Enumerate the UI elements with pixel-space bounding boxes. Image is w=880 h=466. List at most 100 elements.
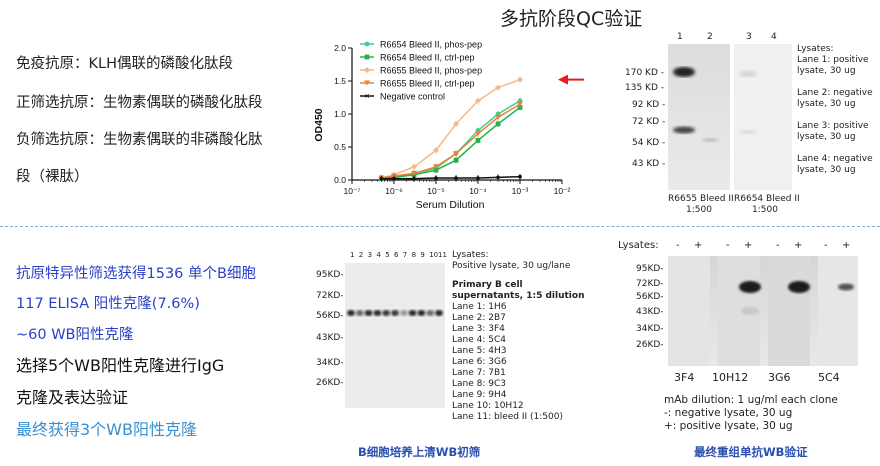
chart-x-tick-label: 10⁻⁷ (343, 186, 360, 196)
blot2-marker: 26KD- (316, 378, 344, 388)
chart-legend-label: R6654 Bleed II, phos-pep (380, 40, 482, 50)
blot2-lane-number: 7 (402, 251, 408, 259)
immunogen-text: 免疫抗原：KLH偶联的磷酸化肽段 (16, 56, 233, 72)
blot2-lane-legend-item: Lane 9: 9H4 (452, 390, 507, 400)
blot2-band (391, 310, 399, 316)
blot3-lysate-sign: - (776, 240, 780, 251)
blot3-marker: 26KD- (636, 340, 664, 350)
chart-x-tick-label: 10⁻⁶ (385, 186, 402, 196)
blot3-membrane (668, 256, 858, 366)
blot2-lane-legend-item: Lane 3: 3F4 (452, 324, 505, 334)
blot1-lane-label: 2 (707, 32, 713, 42)
blot2-lane-legend-item: Lane 6: 3G6 (452, 357, 507, 367)
blot3-lysate-sign: - (824, 240, 828, 251)
chart-highlight-arrowhead (558, 74, 568, 85)
negative-screen-text-cont: 段（裸肽） (16, 169, 89, 185)
blot2-caption: B细胞培养上清WB初筛 (358, 445, 481, 459)
chart-axes: 10⁻⁷ 10⁻⁶ 10⁻⁵ 10⁻⁴ 10⁻³ 10⁻² 0.0 0.5 1.0 1.5 2.0 (334, 43, 570, 196)
blot2-lane-numbers: 1 2 3 4 5 6 7 8 9 10 11 (350, 250, 450, 262)
blot1-lane-label: 4 (771, 32, 777, 42)
blot2-band (373, 310, 382, 316)
blot2-marker: 43KD- (316, 333, 344, 343)
blot2-band (364, 310, 373, 316)
blot2-lane-legend-item: Lane 4: 5C4 (452, 335, 506, 345)
chart-series-line (381, 78, 521, 179)
chart-legend-label: R6654 Bleed II, ctrl-pep (380, 53, 475, 63)
blot2-band (408, 310, 417, 316)
chart-legend-label: Negative control (380, 92, 445, 102)
blot2-lane-legend-item: Lane 1: 1H6 (452, 302, 507, 312)
blot2-lane-legend-item: Lane 2: 2B7 (452, 313, 506, 323)
blot3-clone-label: 3F4 (674, 371, 695, 384)
blot2-lane-legend-item: Lane 8: 9C3 (452, 379, 506, 389)
section-divider (0, 226, 880, 227)
elisa-chart: 10⁻⁷ 10⁻⁶ 10⁻⁵ 10⁻⁴ 10⁻³ 10⁻²0.00.51.01.52.0 … (313, 40, 584, 211)
blot1-band (702, 138, 718, 142)
blot2-lane-number: 5 (385, 251, 390, 259)
blot1-marker: 54 KD - (632, 138, 666, 148)
chart-x-tick-label: 10⁻² (554, 186, 571, 196)
blot1-marker: 72 KD - (632, 117, 666, 127)
blot2-panel: 1 2 3 4 5 6 7 8 9 10 11 95KD- 72KD- 56KD- 43KD- 34… (310, 248, 584, 464)
chart-x-tick-label: 10⁻⁵ (427, 186, 444, 196)
blot1-marker: 135 KD - (625, 83, 664, 93)
chart-legend: R6654 Bleed II, phos-pep R6654 Bleed II, … (360, 40, 482, 102)
blot3-lysate-signs: - + - + - + - + (672, 240, 852, 252)
blot2-band (426, 310, 435, 316)
blot2-lane-number: 11 (438, 251, 447, 259)
blot3-lysates-label: Lysates: (618, 240, 659, 251)
blot3-marker: 72KD- (636, 279, 664, 289)
blot1-band (673, 67, 695, 77)
chart-x-axis-label: Serum Dilution (416, 199, 485, 211)
blot2-marker: 95KD- (316, 270, 344, 280)
blot3-caption: 最终重组单抗WB验证 (694, 445, 808, 459)
summary-igg-cloning-cont: 克隆及表达验证 (16, 388, 129, 407)
blot1-marker: 43 KD - (632, 159, 666, 169)
blot2-lane-number: 1 (350, 251, 355, 259)
chart-x-tick-label: 10⁻⁴ (469, 186, 487, 196)
chart-series-line (381, 103, 521, 179)
chart-y-tick-label: 2.0 (334, 43, 346, 53)
chart-legend-marker: × (364, 91, 369, 101)
blot2-lane-legend-item: Lane 5: 4H3 (452, 346, 507, 356)
blot2-lane-number: 2 (358, 251, 364, 259)
summary-igg-cloning: 选择5个WB阳性克隆进行IgG (16, 356, 225, 375)
blot2-lane-number: 8 (411, 251, 417, 259)
blot3-clone-label: 5C4 (818, 371, 840, 384)
blot3-lysate-sign: + (794, 240, 803, 251)
summary-wb-positive: ~60 WB阳性克隆 (16, 327, 134, 343)
chart-series (378, 74, 584, 182)
blot2-lane-number: 3 (367, 251, 373, 259)
blot3-band (741, 307, 759, 315)
chart-legend-label: R6655 Bleed II, phos-pep (380, 66, 482, 76)
blot2-marker: 34KD- (316, 358, 344, 368)
summary-final-clones: 最终获得3个WB阳性克隆 (16, 420, 197, 439)
blot3-marker: 43KD- (636, 307, 664, 317)
blot2-membrane (345, 263, 445, 408)
blot1-membrane-b (734, 44, 792, 190)
summary-elisa-positive: 117 ELISA 阳性克隆(7.6%) (16, 296, 200, 312)
blot1-band (740, 130, 756, 134)
chart-y-axis-label: OD450 (313, 108, 325, 141)
blot3-clone-label: 10H12 (712, 371, 749, 384)
blot2-lane-legend-item: Lane 10: 10H12 (452, 401, 524, 411)
blot1-band (673, 126, 695, 134)
chart-series-line (381, 175, 521, 180)
blot1-lane-label: 3 (746, 32, 752, 42)
chart-y-tick-label: 1.5 (334, 76, 346, 86)
blot2-band (347, 310, 355, 316)
blot3-band (739, 281, 761, 293)
blot1-caption-b: R6654 Bleed II 1:500 (734, 194, 800, 215)
chart-x-tick-label: 10⁻³ (512, 186, 529, 196)
page-title: 多抗阶段QC验证 (500, 8, 643, 30)
blot3-marker: 95KD- (636, 264, 664, 274)
blot2-band (435, 310, 443, 316)
blot2-band (382, 310, 391, 316)
blot1-caption-a: R6655 Bleed II 1:500 (668, 194, 734, 215)
blot2-lane-number: 4 (376, 251, 381, 259)
blot1-panel: 1 2 3 4 170 KD - 135 KD - 92 KD - 72 KD … (625, 30, 880, 220)
blot3-lysate-sign: + (744, 240, 753, 251)
chart-legend-marker (364, 80, 370, 86)
blot2-lane-number: 10 (429, 251, 439, 259)
blot1-lane-label: 1 (677, 32, 683, 42)
